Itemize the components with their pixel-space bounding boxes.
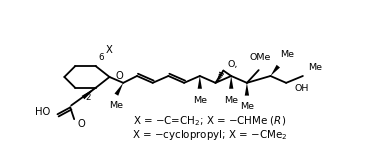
Text: OMe: OMe [250,53,271,62]
Text: O,: O, [227,60,238,69]
Text: Me: Me [109,102,123,111]
Text: 2: 2 [85,93,91,102]
Text: X = $-$C=CH$_2$; X = $-$CHMe ($\it{R}$): X = $-$C=CH$_2$; X = $-$CHMe ($\it{R}$) [133,114,286,128]
Polygon shape [115,83,123,96]
Text: OH: OH [294,84,308,93]
Text: O: O [77,119,85,129]
Text: Me: Me [308,63,322,72]
Polygon shape [82,88,96,99]
Text: Me: Me [280,50,294,59]
Text: HO: HO [36,107,51,117]
Polygon shape [271,65,280,76]
Text: Me: Me [240,102,254,111]
Text: 6: 6 [99,53,104,62]
Text: Me: Me [193,96,207,105]
Polygon shape [245,83,249,96]
Polygon shape [229,76,233,89]
Polygon shape [198,76,202,89]
Text: Me: Me [224,96,238,105]
Text: X = $-$cyclopropyl; X = $-$CMe$_2$: X = $-$cyclopropyl; X = $-$CMe$_2$ [132,128,287,142]
Text: X: X [105,45,112,55]
Text: O: O [115,71,123,81]
